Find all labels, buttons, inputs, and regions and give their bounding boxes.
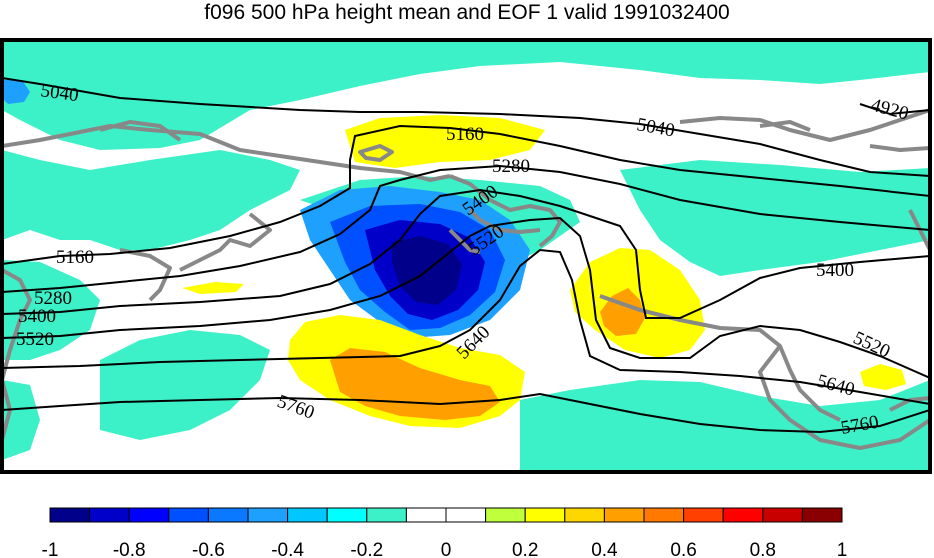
- colorbar-swatch: [643, 507, 685, 523]
- contour-5640: [2, 248, 930, 405]
- map-title: f096 500 hPa height mean and EOF 1 valid…: [204, 1, 730, 24]
- colorbar-tick-label: -0.2: [350, 540, 383, 558]
- label-4920: 4920: [869, 95, 911, 125]
- colorbar-tick-label: 0.8: [750, 540, 776, 558]
- colorbar-swatch: [405, 507, 447, 523]
- label-5280-west: 5280: [34, 288, 72, 309]
- contour-5760: [2, 392, 930, 434]
- label-5640-east: 5640: [815, 371, 857, 401]
- contour-5160: [2, 124, 930, 265]
- contour-5040: [2, 77, 930, 177]
- colorbar-swatch: [128, 507, 170, 523]
- colorbar-tick-label: -0.6: [192, 540, 225, 558]
- colorbar-swatch: [49, 507, 91, 523]
- contour-5520: [2, 216, 930, 379]
- colorbar-tick-label: -1: [42, 540, 59, 558]
- teal-region-north: [2, 40, 930, 150]
- teal-region-northwest: [2, 150, 300, 250]
- yellow-spot-west: [182, 282, 244, 294]
- yellow-spot-southeast: [860, 364, 906, 390]
- label-5040-east: 5040: [635, 114, 676, 141]
- label-5400-west: 5400: [18, 306, 56, 327]
- colorbar-swatch: [722, 507, 764, 523]
- label-5280-north: 5280: [492, 156, 530, 177]
- teal-region-farwest: [2, 380, 40, 460]
- contour-4920: [859, 103, 930, 116]
- yellow-region-north: [345, 115, 545, 168]
- contour-5400: [2, 188, 930, 319]
- colorbar-swatch: [247, 507, 289, 523]
- teal-region-south: [100, 330, 270, 440]
- colorbar-swatch: [445, 507, 487, 523]
- teal-region-east: [620, 160, 930, 276]
- colorbar-tick-label: -0.8: [113, 540, 146, 558]
- colorbar-swatch: [168, 507, 209, 523]
- colorbar-swatch: [326, 507, 368, 523]
- map-frame: [0, 38, 932, 474]
- coastlines: [2, 108, 930, 450]
- label-5520-west: 5520: [16, 329, 54, 350]
- colorbar-swatch: [762, 507, 803, 523]
- colorbar-tick-label: 0.4: [591, 540, 618, 558]
- label-5760-west: 5760: [274, 391, 317, 424]
- label-5520-east: 5520: [850, 327, 893, 362]
- colorbar-swatch: [603, 507, 645, 523]
- label-5160-north: 5160: [446, 124, 484, 145]
- colorbar-tick-label: -0.4: [271, 540, 304, 558]
- colorbar-swatch: [683, 507, 724, 523]
- colorbar-swatch: [524, 507, 566, 523]
- colorbar-tick-label: 0.6: [670, 540, 696, 558]
- colorbar-swatch: [485, 507, 526, 523]
- label-5160-west: 5160: [56, 247, 94, 268]
- shaded-anomaly-field: [2, 40, 930, 472]
- height-contours: [2, 77, 930, 434]
- colorbar-swatch: [801, 507, 843, 523]
- colorbar: -1 -0.8 -0.6 -0.4 -0.2 0 0.2 0.4 0.6 0.8 1: [42, 507, 848, 558]
- contour-5280: [2, 164, 930, 293]
- colorbar-tick-label: 0.2: [512, 540, 538, 558]
- colorbar-swatch: [287, 507, 328, 523]
- colorbar-tick-label: 1: [837, 540, 848, 558]
- colorbar-swatch: [89, 507, 130, 523]
- colorbar-tick-label: 0: [441, 540, 452, 558]
- label-5040-west: 5040: [39, 80, 80, 106]
- blue-spot-topleft: [2, 80, 30, 104]
- colorbar-swatch: [207, 507, 249, 523]
- colorbar-swatch: [564, 507, 605, 523]
- colorbar-swatch: [366, 507, 407, 523]
- label-5400-east: 5400: [816, 260, 854, 281]
